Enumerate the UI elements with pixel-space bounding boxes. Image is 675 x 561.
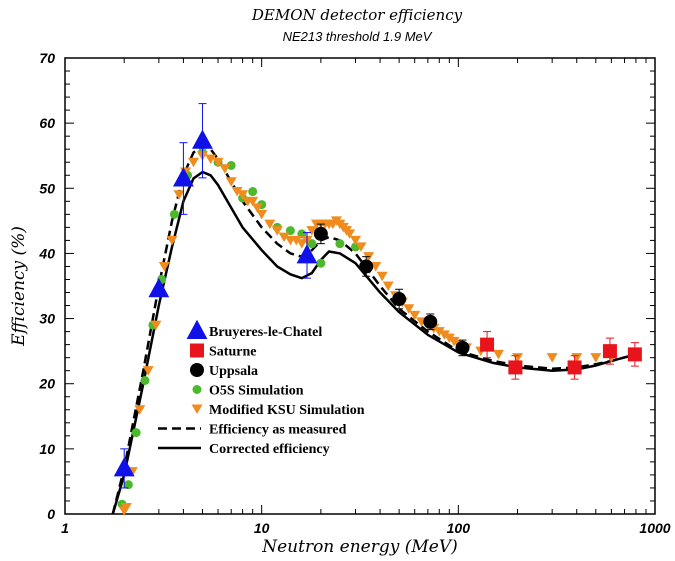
legend-label-uppsala: Uppsala — [209, 364, 258, 379]
uppsala-point — [313, 226, 328, 241]
uppsala-point — [455, 340, 470, 355]
modified-ksu-simulation-point — [403, 304, 415, 314]
y-tick-label: 20 — [38, 376, 55, 392]
legend-swatch-o5s-simulation — [192, 385, 202, 394]
o5s-simulation-point — [226, 160, 236, 170]
uppsala-point — [392, 292, 407, 307]
o5s-simulation-point — [335, 239, 345, 249]
modified-ksu-simulation-point — [166, 235, 178, 246]
legend-swatch-modified-ksu-simulation — [191, 404, 203, 414]
o5s-simulation-point — [307, 239, 317, 249]
modified-ksu-simulation-point — [231, 187, 243, 197]
y-axis-label: Efficiency (%) — [9, 226, 29, 347]
modified-ksu-simulation-point — [187, 157, 199, 168]
modified-ksu-simulation-point — [382, 281, 394, 291]
o5s-simulation-point — [248, 187, 258, 197]
modified-ksu-simulation-point — [370, 261, 382, 272]
bruyeres-le-chatel-point — [173, 167, 194, 187]
chart-title: DEMON detector efficiency — [251, 6, 463, 24]
modified-ksu-simulation-point — [120, 502, 132, 513]
modified-ksu-simulation-point — [212, 157, 224, 168]
modified-ksu-simulation-point — [219, 164, 231, 174]
x-tick-label: 1000 — [639, 520, 670, 536]
y-tick-label: 10 — [39, 441, 55, 457]
y-tick-label: 70 — [39, 50, 55, 66]
modified-ksu-simulation-point — [438, 330, 450, 340]
modified-ksu-simulation-point — [492, 349, 504, 360]
y-tick-label: 0 — [47, 506, 55, 522]
uppsala-point — [359, 259, 374, 274]
modified-ksu-simulation-point — [306, 226, 318, 236]
x-axis-label: Neutron energy (MeV) — [261, 537, 458, 557]
plot-frame — [64, 57, 656, 515]
legend-label-efficiency-as-measured: Efficiency as measured — [209, 423, 347, 438]
modified-ksu-simulation-point — [350, 235, 362, 246]
o5s-simulation-point — [131, 428, 141, 438]
modified-ksu-simulation-point — [158, 261, 170, 272]
legend-swatch-uppsala — [190, 363, 204, 377]
legend-label-bruyeres-le-chatel: Bruyeres-le-Chatel — [209, 325, 322, 340]
modified-ksu-simulation-point — [376, 271, 388, 282]
x-tick-label: 1 — [61, 520, 69, 536]
saturne-point — [480, 337, 495, 352]
x-tick-label: 100 — [447, 520, 471, 536]
bruyeres-le-chatel-point — [192, 129, 213, 149]
modified-ksu-simulation-point — [271, 226, 283, 236]
y-tick-label: 60 — [39, 115, 55, 131]
data-markers — [113, 103, 642, 516]
legend-label-corrected-efficiency: Corrected efficiency — [209, 442, 330, 457]
modified-ksu-simulation-point — [150, 320, 162, 331]
corrected-efficiency-curve — [111, 170, 637, 515]
o5s-simulation-point — [123, 480, 133, 490]
legend-swatch-saturne — [190, 343, 204, 358]
saturne-point — [627, 347, 642, 362]
modified-ksu-simulation-point — [590, 353, 602, 363]
modified-ksu-simulation-point — [142, 366, 154, 376]
modified-ksu-simulation-point — [355, 242, 367, 252]
efficiency-curves — [111, 144, 637, 515]
modified-ksu-simulation-point — [247, 196, 259, 207]
saturne-point — [567, 360, 582, 375]
modified-ksu-simulation-point — [344, 229, 356, 239]
modified-ksu-simulation-point — [237, 190, 249, 200]
o5s-simulation-point — [169, 209, 179, 219]
y-tick-label: 50 — [39, 180, 55, 196]
modified-ksu-simulation-point — [134, 405, 146, 415]
modified-ksu-simulation-point — [173, 190, 185, 200]
y-tick-label: 30 — [39, 311, 55, 327]
modified-ksu-simulation-point — [296, 239, 308, 249]
measured-efficiency-curve — [111, 144, 637, 515]
o5s-simulation-point — [316, 258, 326, 268]
modified-ksu-simulation-point — [251, 203, 263, 213]
legend-swatch-bruyeres-le-chatel — [186, 319, 208, 339]
bruyeres-le-chatel-point — [296, 244, 318, 264]
x-tick-label: 10 — [254, 520, 270, 536]
legend-label-o5s-simulation: O5S Simulation — [209, 384, 304, 399]
modified-ksu-simulation-point — [205, 154, 217, 164]
axis-ticks — [65, 58, 655, 514]
uppsala-point — [423, 314, 438, 329]
bruyeres-le-chatel-point — [148, 278, 170, 298]
legend-label-modified-ksu-simulation: Modified KSU Simulation — [209, 403, 365, 418]
y-tick-label: 40 — [38, 245, 55, 261]
modified-ksu-simulation-point — [290, 235, 302, 246]
modified-ksu-simulation-point — [278, 232, 290, 243]
modified-ksu-simulation-point — [225, 177, 237, 187]
bruyeres-le-chatel-point — [113, 457, 135, 477]
saturne-point — [602, 344, 617, 359]
saturne-point — [508, 360, 523, 375]
axis-tick-labels: 1 10 100 1000 0 10 20 30 40 50 60 70 — [38, 50, 670, 536]
legend-label-saturne: Saturne — [209, 345, 256, 360]
modified-ksu-simulation-point — [433, 327, 445, 337]
modified-ksu-simulation-point — [256, 209, 268, 220]
chart-subtitle: NE213 threshold 1.9 MeV — [283, 29, 433, 44]
modified-ksu-simulation-point — [546, 353, 558, 363]
modified-ksu-simulation-point — [264, 219, 276, 230]
legend: Bruyeres-le-Chatel Saturne Uppsala O5S Simu… — [158, 319, 365, 457]
o5s-simulation-point — [140, 375, 150, 385]
modified-ksu-simulation-point — [409, 310, 421, 321]
